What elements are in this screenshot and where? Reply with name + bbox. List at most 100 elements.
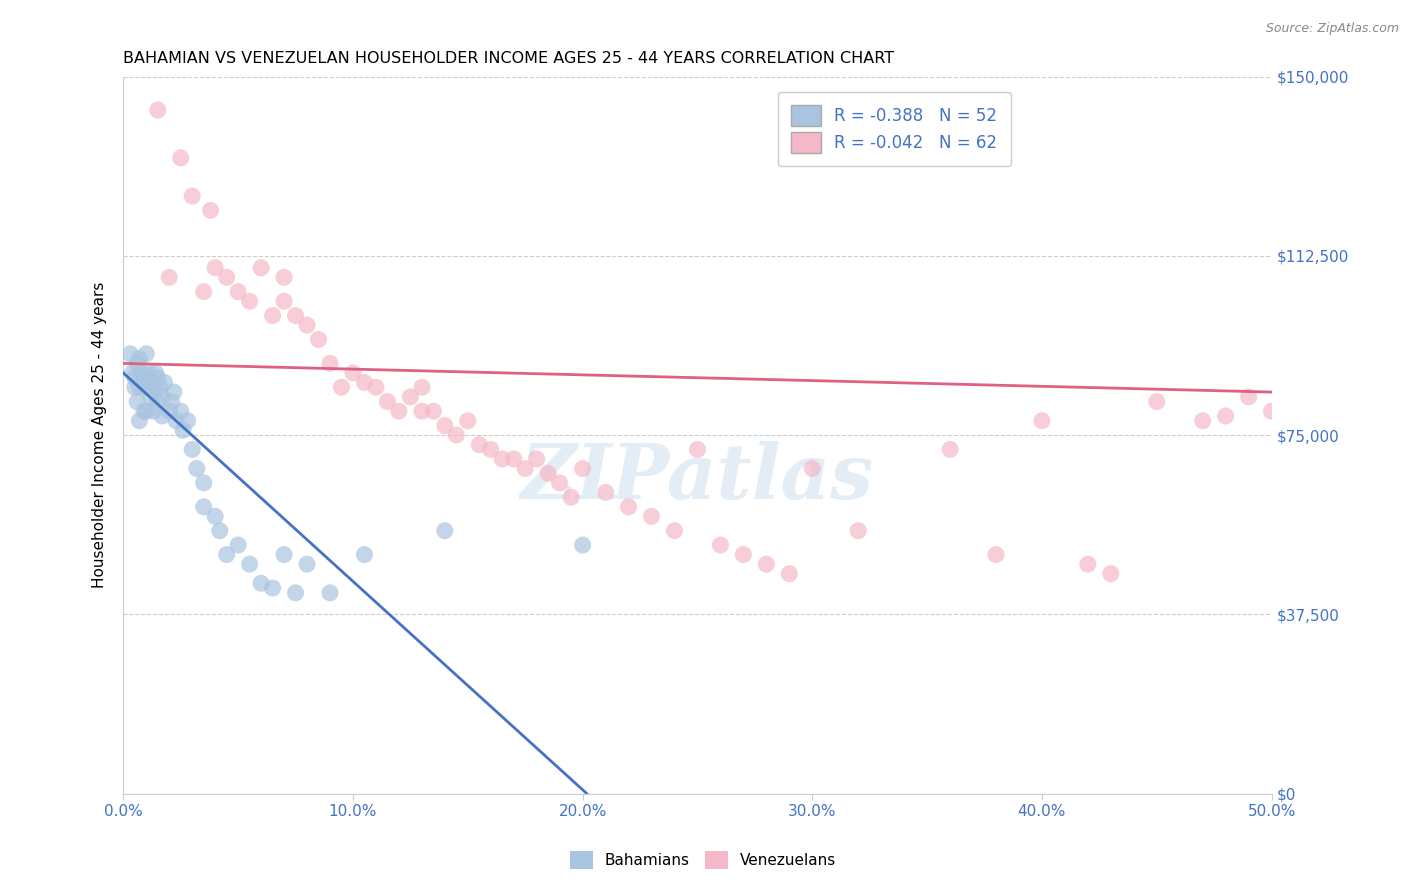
Legend: Bahamians, Venezuelans: Bahamians, Venezuelans bbox=[564, 845, 842, 875]
Point bbox=[640, 509, 662, 524]
Point bbox=[1031, 414, 1053, 428]
Point bbox=[170, 151, 193, 165]
Point bbox=[163, 385, 186, 400]
Point bbox=[411, 404, 433, 418]
Point bbox=[733, 548, 755, 562]
Point bbox=[142, 404, 165, 418]
Point bbox=[135, 404, 157, 418]
Point bbox=[165, 414, 187, 428]
Point bbox=[617, 500, 640, 514]
Y-axis label: Householder Income Ages 25 - 44 years: Householder Income Ages 25 - 44 years bbox=[93, 282, 107, 588]
Point bbox=[801, 461, 824, 475]
Point bbox=[571, 461, 593, 475]
Point bbox=[273, 270, 295, 285]
Point bbox=[215, 548, 238, 562]
Point bbox=[121, 366, 143, 380]
Point bbox=[193, 475, 215, 490]
Point bbox=[778, 566, 800, 581]
Point bbox=[124, 370, 146, 384]
Point bbox=[548, 475, 571, 490]
Point bbox=[170, 404, 193, 418]
Point bbox=[150, 390, 173, 404]
Point bbox=[709, 538, 731, 552]
Point bbox=[1260, 404, 1282, 418]
Point bbox=[468, 437, 491, 451]
Point bbox=[446, 428, 468, 442]
Point bbox=[145, 366, 167, 380]
Point bbox=[172, 423, 194, 437]
Point bbox=[1077, 557, 1099, 571]
Point bbox=[686, 442, 709, 457]
Point bbox=[571, 538, 593, 552]
Point bbox=[131, 366, 153, 380]
Point bbox=[308, 333, 330, 347]
Point bbox=[128, 380, 150, 394]
Point bbox=[984, 548, 1007, 562]
Point bbox=[295, 318, 318, 333]
Point bbox=[273, 294, 295, 309]
Point bbox=[1237, 390, 1260, 404]
Point bbox=[319, 356, 342, 370]
Point bbox=[479, 442, 502, 457]
Point bbox=[295, 557, 318, 571]
Point bbox=[132, 370, 155, 384]
Point bbox=[150, 409, 173, 423]
Point bbox=[146, 394, 169, 409]
Point bbox=[153, 376, 176, 390]
Point bbox=[226, 538, 249, 552]
Point bbox=[128, 414, 150, 428]
Point bbox=[239, 294, 262, 309]
Point bbox=[399, 390, 422, 404]
Point bbox=[250, 260, 273, 275]
Point bbox=[204, 260, 226, 275]
Point bbox=[422, 404, 444, 418]
Point bbox=[120, 347, 142, 361]
Point bbox=[239, 557, 262, 571]
Point bbox=[319, 586, 342, 600]
Point bbox=[664, 524, 686, 538]
Point bbox=[139, 390, 162, 404]
Point bbox=[353, 376, 375, 390]
Point bbox=[138, 366, 160, 380]
Point bbox=[515, 461, 537, 475]
Text: BAHAMIAN VS VENEZUELAN HOUSEHOLDER INCOME AGES 25 - 44 YEARS CORRELATION CHART: BAHAMIAN VS VENEZUELAN HOUSEHOLDER INCOM… bbox=[124, 51, 894, 66]
Point bbox=[1191, 414, 1213, 428]
Point bbox=[342, 366, 364, 380]
Point bbox=[1146, 394, 1168, 409]
Point bbox=[433, 418, 456, 433]
Point bbox=[128, 351, 150, 366]
Point bbox=[457, 414, 479, 428]
Point bbox=[181, 442, 204, 457]
Text: ZIPatlas: ZIPatlas bbox=[520, 442, 875, 515]
Point bbox=[125, 356, 148, 370]
Point bbox=[157, 270, 180, 285]
Point bbox=[146, 103, 169, 117]
Point bbox=[250, 576, 273, 591]
Point bbox=[181, 189, 204, 203]
Point bbox=[125, 394, 148, 409]
Legend: R = -0.388   N = 52, R = -0.042   N = 62: R = -0.388 N = 52, R = -0.042 N = 62 bbox=[778, 92, 1011, 166]
Point bbox=[146, 370, 169, 384]
Point bbox=[160, 394, 183, 409]
Point bbox=[139, 376, 162, 390]
Point bbox=[939, 442, 962, 457]
Point bbox=[560, 490, 582, 504]
Point bbox=[132, 404, 155, 418]
Point bbox=[377, 394, 399, 409]
Point bbox=[364, 380, 387, 394]
Point bbox=[200, 203, 222, 218]
Point bbox=[526, 452, 548, 467]
Point bbox=[273, 548, 295, 562]
Point bbox=[1099, 566, 1122, 581]
Point bbox=[502, 452, 524, 467]
Point bbox=[284, 309, 307, 323]
Point bbox=[433, 524, 456, 538]
Point bbox=[755, 557, 778, 571]
Point bbox=[215, 270, 238, 285]
Point bbox=[208, 524, 231, 538]
Point bbox=[1215, 409, 1237, 423]
Point bbox=[353, 548, 375, 562]
Point bbox=[537, 467, 560, 481]
Point bbox=[846, 524, 869, 538]
Point bbox=[262, 581, 284, 595]
